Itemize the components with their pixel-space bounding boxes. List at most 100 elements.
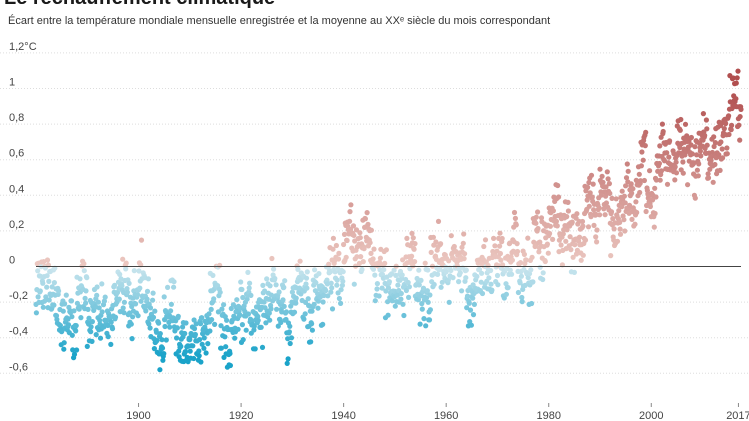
data-point	[329, 306, 336, 312]
data-point	[521, 251, 528, 257]
x-axis-tick-labels: 1900 1920 1940 1960 1980 2000 2017	[126, 403, 749, 421]
data-point	[44, 273, 50, 279]
data-point	[650, 197, 656, 203]
data-point	[49, 284, 55, 290]
data-point	[630, 186, 636, 192]
data-point	[120, 256, 126, 262]
data-point	[587, 190, 593, 196]
data-point	[694, 152, 700, 158]
data-point	[495, 282, 501, 288]
data-point	[536, 249, 542, 255]
data-point	[320, 299, 326, 305]
data-point	[379, 285, 385, 291]
data-point	[657, 177, 663, 183]
data-point	[538, 215, 545, 221]
data-point	[258, 324, 264, 330]
data-point	[247, 280, 253, 286]
data-point	[287, 323, 293, 329]
data-point	[135, 313, 141, 319]
data-point	[664, 150, 670, 156]
x-tick-label: 2000	[639, 410, 663, 421]
data-point	[497, 250, 503, 257]
data-point	[659, 121, 666, 127]
data-point	[710, 179, 716, 185]
data-point	[40, 280, 46, 286]
data-point	[239, 322, 245, 328]
data-point	[40, 304, 46, 310]
data-point	[435, 218, 442, 224]
data-point	[617, 231, 624, 237]
data-point	[703, 117, 710, 123]
data-point	[196, 353, 202, 359]
data-point	[338, 300, 344, 306]
x-tick-label: 1980	[536, 410, 560, 421]
data-point	[339, 282, 345, 288]
data-point	[409, 253, 415, 259]
data-point	[33, 310, 40, 316]
data-point	[423, 295, 430, 301]
data-point	[288, 335, 295, 341]
data-point	[694, 167, 701, 173]
data-point	[509, 257, 515, 263]
data-point	[212, 321, 218, 327]
data-point	[492, 243, 498, 249]
data-point	[430, 234, 436, 240]
data-point	[667, 138, 673, 144]
data-point	[497, 243, 503, 249]
data-point	[533, 220, 539, 226]
data-point	[461, 231, 467, 237]
data-point	[180, 324, 186, 330]
data-point	[69, 332, 75, 338]
data-point	[560, 231, 566, 237]
data-point	[519, 294, 525, 301]
data-point	[69, 314, 75, 320]
data-point	[361, 246, 367, 252]
data-point	[499, 235, 505, 242]
data-point	[582, 237, 589, 243]
data-point	[138, 237, 145, 243]
data-point	[567, 234, 573, 240]
data-point	[406, 294, 412, 300]
data-point	[130, 314, 136, 320]
data-point	[191, 326, 198, 332]
data-point	[56, 288, 62, 294]
data-point	[73, 323, 79, 329]
data-point	[593, 234, 599, 240]
data-point	[580, 223, 586, 229]
data-point	[70, 347, 76, 353]
chart-title: Le réchauffement climatique	[4, 0, 275, 10]
data-point	[325, 293, 331, 299]
data-point	[182, 349, 189, 355]
data-point	[150, 297, 156, 303]
data-point	[435, 271, 441, 277]
data-point	[329, 285, 335, 291]
data-point	[425, 299, 431, 305]
data-point	[399, 272, 405, 278]
data-point	[463, 267, 469, 273]
data-point	[433, 239, 439, 245]
data-points-layer	[33, 68, 744, 373]
data-point	[414, 275, 420, 282]
data-point	[513, 222, 519, 228]
data-point	[174, 335, 180, 341]
data-point	[425, 267, 431, 273]
data-point	[376, 293, 382, 299]
data-point	[68, 298, 75, 304]
data-point	[330, 235, 336, 241]
data-point	[410, 263, 416, 269]
data-point	[651, 224, 657, 230]
data-point	[328, 280, 334, 286]
y-tick-label: 1,2°C	[9, 41, 37, 53]
data-point	[426, 317, 433, 323]
data-point	[673, 170, 680, 176]
data-point	[289, 289, 295, 295]
data-point	[460, 240, 466, 246]
data-point	[481, 243, 487, 250]
data-point	[459, 288, 465, 294]
data-point	[243, 327, 249, 333]
x-tick-label: 1900	[126, 410, 150, 421]
data-point	[404, 235, 410, 241]
data-point	[221, 302, 227, 308]
data-point	[728, 127, 734, 133]
data-point	[451, 243, 457, 250]
